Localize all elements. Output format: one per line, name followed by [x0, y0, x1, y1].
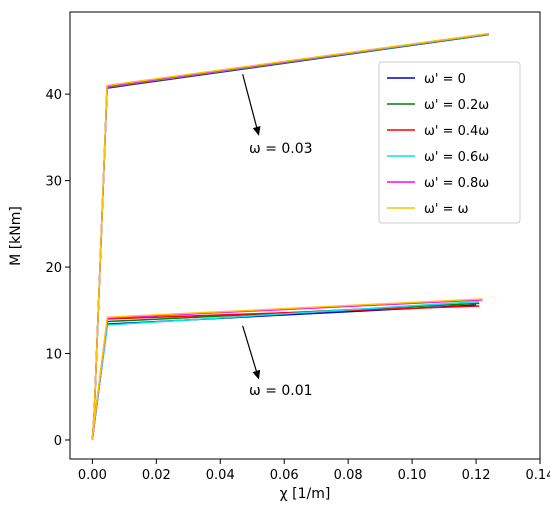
- y-axis-label: M [kNm]: [8, 206, 24, 266]
- y-tick-label: 0: [54, 434, 62, 449]
- legend-label: ω' = 0.2ω: [424, 98, 489, 113]
- series-line-5-omega-003: [91, 32, 489, 441]
- x-tick-label: 0.08: [334, 468, 363, 483]
- y-axis: 0 10 20 30 40: [45, 88, 70, 449]
- annotation-arrow: [242, 325, 261, 380]
- legend-label: ω' = 0.6ω: [424, 150, 489, 165]
- x-tick-label: 0.14: [526, 468, 550, 483]
- legend-label: ω' = 0: [424, 72, 466, 87]
- y-tick-label: 30: [45, 175, 62, 190]
- legend-label: ω' = ω: [424, 202, 469, 217]
- x-tick-label: 0.10: [398, 468, 427, 483]
- legend-label: ω' = 0.8ω: [424, 176, 489, 191]
- y-tick-label: 10: [45, 348, 62, 363]
- x-axis: 0.00 0.02 0.04 0.06 0.08 0.10 0.12 0.14: [78, 459, 550, 483]
- plot-frame: [69, 11, 541, 460]
- x-tick-label: 0.12: [462, 468, 491, 483]
- x-tick-label: 0.02: [142, 468, 171, 483]
- plot-lines: [91, 32, 489, 441]
- annotations: ω = 0.03 ω = 0.01: [242, 74, 313, 399]
- x-tick-label: 0.04: [206, 468, 235, 483]
- annotation-label: ω = 0.01: [249, 383, 313, 399]
- y-tick-label: 40: [45, 88, 62, 103]
- annotation-label: ω = 0.03: [249, 141, 313, 157]
- legend-label: ω' = 0.4ω: [424, 124, 489, 139]
- legend: ω' = 0 ω' = 0.2ω ω' = 0.4ω ω' = 0.6ω ω' = 0.…: [378, 61, 521, 224]
- x-tick-label: 0.06: [270, 468, 299, 483]
- x-axis-label: χ [1/m]: [280, 486, 331, 502]
- y-tick-label: 20: [45, 261, 62, 276]
- annotation-arrow: [242, 74, 261, 136]
- x-tick-label: 0.00: [78, 468, 107, 483]
